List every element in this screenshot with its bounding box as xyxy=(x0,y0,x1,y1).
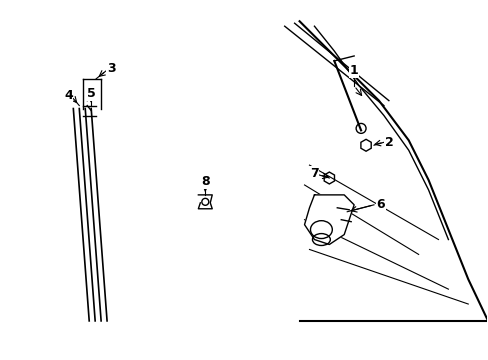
Text: 6: 6 xyxy=(376,198,385,211)
Polygon shape xyxy=(198,195,212,209)
Text: 1: 1 xyxy=(349,64,358,77)
Text: 4: 4 xyxy=(64,89,73,102)
Polygon shape xyxy=(304,195,353,244)
Text: 2: 2 xyxy=(384,136,392,149)
Text: 5: 5 xyxy=(87,87,95,100)
Text: 7: 7 xyxy=(309,167,318,180)
Text: 8: 8 xyxy=(201,175,209,189)
Text: 3: 3 xyxy=(106,62,115,75)
